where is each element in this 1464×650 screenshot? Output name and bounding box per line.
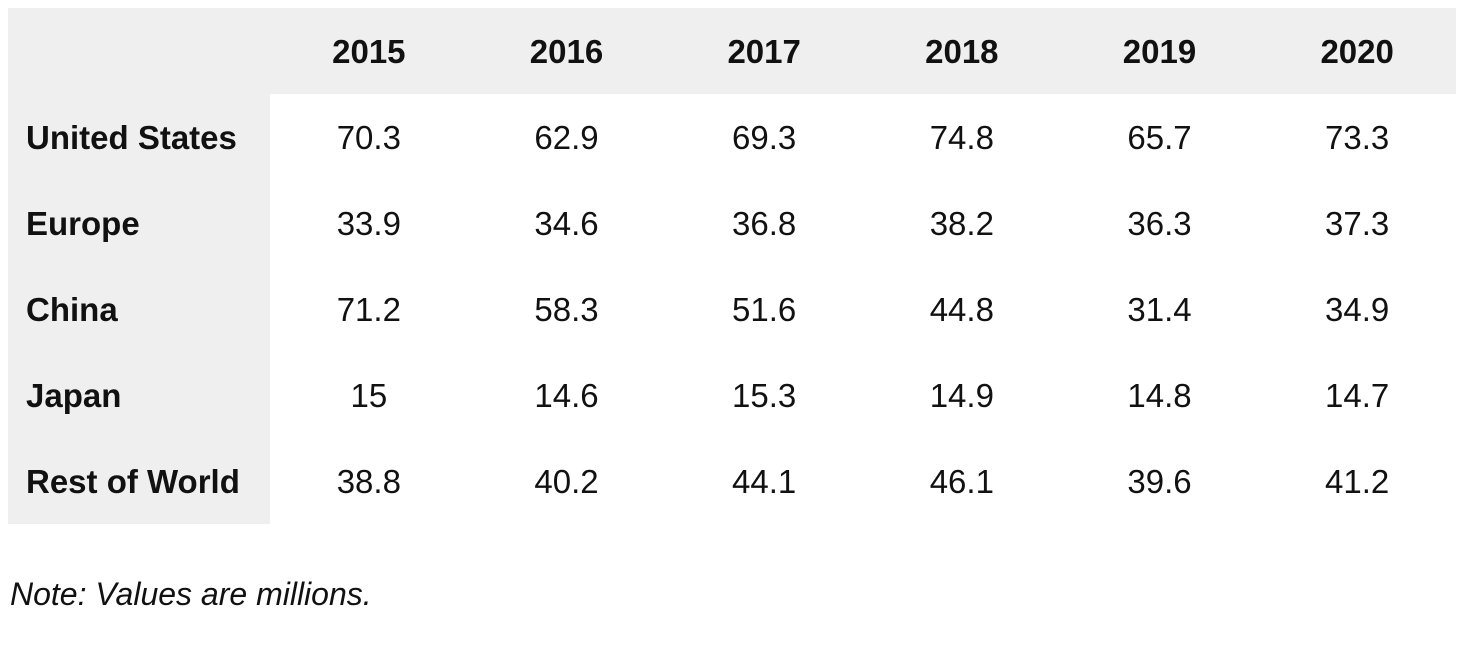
table-cell: 14.9 bbox=[863, 352, 1061, 438]
table-cell: 73.3 bbox=[1258, 94, 1456, 180]
table-cell: 70.3 bbox=[270, 94, 468, 180]
row-label-united-states: United States bbox=[8, 94, 270, 180]
row-label-japan: Japan bbox=[8, 352, 270, 438]
table-cell: 36.8 bbox=[665, 180, 863, 266]
table-cell: 44.8 bbox=[863, 266, 1061, 352]
table-cell: 58.3 bbox=[467, 266, 666, 352]
table-cell: 62.9 bbox=[467, 94, 666, 180]
table-cell: 34.9 bbox=[1258, 266, 1456, 352]
table-corner-cell bbox=[8, 8, 270, 94]
column-header-2019: 2019 bbox=[1060, 8, 1259, 94]
table-cell: 65.7 bbox=[1060, 94, 1259, 180]
table-cell: 41.2 bbox=[1258, 438, 1456, 524]
table-cell: 40.2 bbox=[467, 438, 666, 524]
row-label-china: China bbox=[8, 266, 270, 352]
table-cell: 14.7 bbox=[1258, 352, 1456, 438]
row-label-rest-of-world: Rest of World bbox=[8, 438, 270, 524]
data-table: 2015 2016 2017 2018 2019 2020 United Sta… bbox=[8, 8, 1456, 524]
row-label-europe: Europe bbox=[8, 180, 270, 266]
table-cell: 38.2 bbox=[863, 180, 1061, 266]
column-header-2017: 2017 bbox=[665, 8, 863, 94]
table-cell: 36.3 bbox=[1060, 180, 1259, 266]
table-cell: 31.4 bbox=[1060, 266, 1259, 352]
table-cell: 71.2 bbox=[270, 266, 468, 352]
column-header-2016: 2016 bbox=[467, 8, 666, 94]
table-cell: 14.8 bbox=[1060, 352, 1259, 438]
table-cell: 15.3 bbox=[665, 352, 863, 438]
column-header-2015: 2015 bbox=[270, 8, 468, 94]
table-note: Note: Values are millions. bbox=[10, 576, 372, 612]
table-cell: 44.1 bbox=[665, 438, 863, 524]
table-cell: 74.8 bbox=[863, 94, 1061, 180]
column-header-2018: 2018 bbox=[863, 8, 1061, 94]
column-header-2020: 2020 bbox=[1258, 8, 1456, 94]
table-cell: 15 bbox=[270, 352, 468, 438]
table-cell: 37.3 bbox=[1258, 180, 1456, 266]
table-cell: 38.8 bbox=[270, 438, 468, 524]
table-cell: 69.3 bbox=[665, 94, 863, 180]
table-cell: 39.6 bbox=[1060, 438, 1259, 524]
table-cell: 33.9 bbox=[270, 180, 468, 266]
table-cell: 14.6 bbox=[467, 352, 666, 438]
table-cell: 46.1 bbox=[863, 438, 1061, 524]
table-cell: 34.6 bbox=[467, 180, 666, 266]
table-cell: 51.6 bbox=[665, 266, 863, 352]
